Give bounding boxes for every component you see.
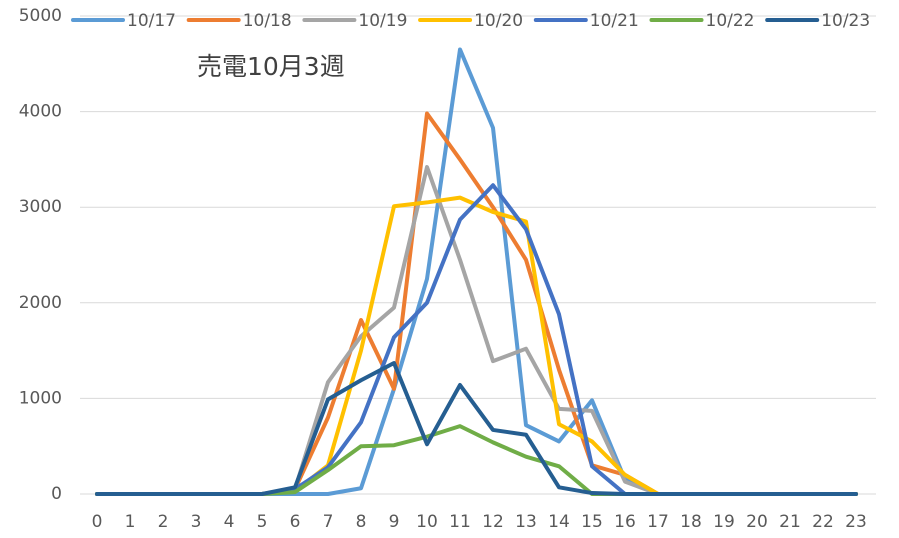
y-tick-label: 5000	[19, 6, 62, 26]
y-tick-label: 1000	[19, 388, 62, 408]
legend-label: 10/20	[474, 11, 523, 31]
legend: 10/17 10/18 10/19 10/20 10/21 10/22 10/23	[71, 11, 870, 31]
x-tick-label: 10	[416, 512, 438, 532]
x-tick-label: 19	[713, 512, 735, 532]
legend-label: 10/22	[706, 11, 755, 31]
legend-label: 10/17	[127, 11, 176, 31]
x-tick-label: 14	[548, 512, 570, 532]
legend-label: 10/23	[821, 11, 870, 31]
x-tick-label: 12	[482, 512, 504, 532]
x-tick-label: 2	[158, 512, 169, 532]
x-tick-label: 21	[779, 512, 801, 532]
legend-label: 10/19	[358, 11, 407, 31]
series-line	[95, 361, 858, 496]
x-tick-label: 13	[515, 512, 537, 532]
x-tick-label: 18	[680, 512, 702, 532]
y-tick-label: 2000	[19, 293, 62, 313]
x-tick-label: 16	[614, 512, 636, 532]
x-tick-label: 11	[449, 512, 471, 532]
y-tick-label: 4000	[19, 102, 62, 122]
x-tick-label: 17	[647, 512, 669, 532]
chart-title: 売電10月3週	[197, 52, 345, 81]
x-tick-label: 20	[746, 512, 768, 532]
x-tick-label: 6	[290, 512, 301, 532]
x-tick-label: 7	[323, 512, 334, 532]
x-tick-label: 4	[224, 512, 235, 532]
x-tick-label: 3	[191, 512, 202, 532]
x-tick-label: 9	[389, 512, 400, 532]
x-tick-label: 8	[356, 512, 367, 532]
x-tick-label: 15	[581, 512, 603, 532]
x-tick-label: 1	[125, 512, 136, 532]
legend-label: 10/21	[590, 11, 639, 31]
x-tick-label: 0	[92, 512, 103, 532]
legend-label: 10/18	[243, 11, 292, 31]
y-tick-label: 0	[51, 484, 62, 504]
x-tick-label: 23	[845, 512, 867, 532]
y-tick-label: 3000	[19, 197, 62, 217]
lines	[95, 47, 858, 496]
x-tick-label: 5	[257, 512, 268, 532]
x-tick-label: 22	[812, 512, 834, 532]
